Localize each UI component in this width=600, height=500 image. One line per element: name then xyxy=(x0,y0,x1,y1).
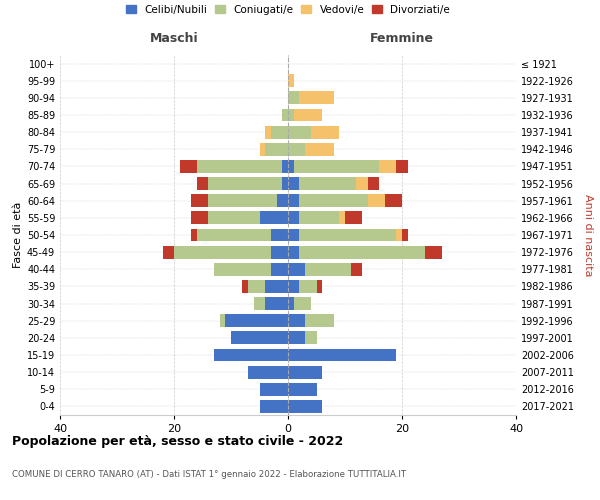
Bar xyxy=(288,92,299,104)
Bar xyxy=(265,143,288,156)
Bar xyxy=(340,212,345,224)
Bar xyxy=(283,108,288,122)
Bar xyxy=(425,246,442,258)
Bar xyxy=(305,263,351,276)
Text: Popolazione per età, sesso e stato civile - 2022: Popolazione per età, sesso e stato civil… xyxy=(12,435,343,448)
Bar xyxy=(305,314,334,327)
Bar xyxy=(288,348,397,362)
Legend: Celibi/Nubili, Coniugati/e, Vedovi/e, Divorziati/e: Celibi/Nubili, Coniugati/e, Vedovi/e, Di… xyxy=(124,2,452,17)
Bar xyxy=(265,280,288,293)
Bar xyxy=(368,177,379,190)
Bar xyxy=(248,280,265,293)
Bar xyxy=(299,194,368,207)
Bar xyxy=(294,160,379,173)
Bar xyxy=(288,143,305,156)
Bar xyxy=(271,228,288,241)
Bar xyxy=(288,212,299,224)
Bar xyxy=(379,160,397,173)
Bar xyxy=(260,212,288,224)
Bar xyxy=(191,228,197,241)
Text: COMUNE DI CERRO TANARO (AT) - Dati ISTAT 1° gennaio 2022 - Elaborazione TUTTITAL: COMUNE DI CERRO TANARO (AT) - Dati ISTAT… xyxy=(12,470,406,479)
Bar xyxy=(265,297,288,310)
Bar xyxy=(288,400,322,413)
Bar xyxy=(288,108,294,122)
Bar xyxy=(288,126,311,138)
Bar xyxy=(265,126,271,138)
Text: Femmine: Femmine xyxy=(370,32,434,44)
Bar xyxy=(288,246,299,258)
Bar xyxy=(288,383,317,396)
Bar xyxy=(214,348,288,362)
Bar xyxy=(311,126,340,138)
Bar xyxy=(174,246,271,258)
Bar xyxy=(248,366,288,378)
Bar xyxy=(288,297,294,310)
Bar xyxy=(231,332,288,344)
Bar xyxy=(197,177,208,190)
Y-axis label: Anni di nascita: Anni di nascita xyxy=(583,194,593,276)
Bar xyxy=(271,263,288,276)
Bar xyxy=(208,194,277,207)
Bar xyxy=(191,212,208,224)
Bar xyxy=(402,228,408,241)
Bar xyxy=(226,314,288,327)
Bar xyxy=(288,228,299,241)
Bar xyxy=(397,228,402,241)
Bar xyxy=(197,228,271,241)
Bar xyxy=(294,108,322,122)
Bar xyxy=(294,297,311,310)
Bar xyxy=(288,160,294,173)
Text: Maschi: Maschi xyxy=(149,32,199,44)
Bar xyxy=(299,212,340,224)
Bar xyxy=(220,314,226,327)
Bar xyxy=(288,74,294,87)
Bar xyxy=(299,246,425,258)
Bar xyxy=(356,177,368,190)
Bar xyxy=(277,194,288,207)
Bar xyxy=(299,177,356,190)
Bar xyxy=(368,194,385,207)
Bar xyxy=(180,160,197,173)
Bar xyxy=(288,366,322,378)
Bar xyxy=(345,212,362,224)
Bar xyxy=(288,177,299,190)
Bar xyxy=(260,400,288,413)
Bar xyxy=(305,143,334,156)
Bar xyxy=(260,143,265,156)
Bar xyxy=(163,246,174,258)
Bar xyxy=(288,314,305,327)
Bar xyxy=(271,126,288,138)
Bar xyxy=(283,177,288,190)
Bar xyxy=(260,383,288,396)
Bar xyxy=(288,263,305,276)
Bar xyxy=(271,246,288,258)
Bar xyxy=(299,280,317,293)
Bar xyxy=(317,280,322,293)
Bar xyxy=(208,212,260,224)
Bar xyxy=(299,228,396,241)
Bar xyxy=(385,194,402,207)
Y-axis label: Fasce di età: Fasce di età xyxy=(13,202,23,268)
Bar xyxy=(288,332,305,344)
Bar xyxy=(305,332,317,344)
Bar xyxy=(350,263,362,276)
Bar xyxy=(197,160,283,173)
Bar xyxy=(397,160,408,173)
Bar xyxy=(254,297,265,310)
Bar xyxy=(283,160,288,173)
Bar xyxy=(242,280,248,293)
Bar xyxy=(214,263,271,276)
Bar xyxy=(191,194,208,207)
Bar xyxy=(288,280,299,293)
Bar xyxy=(299,92,334,104)
Bar xyxy=(288,194,299,207)
Bar xyxy=(208,177,283,190)
